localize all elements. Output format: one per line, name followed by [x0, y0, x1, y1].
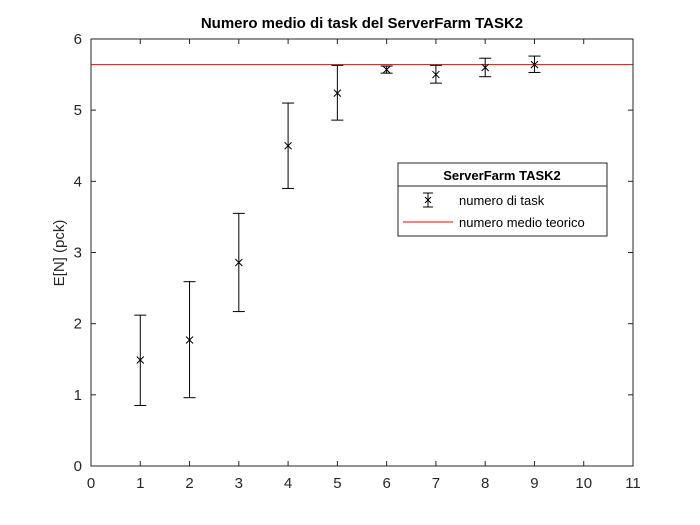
x-tick-label: 10 — [575, 475, 592, 492]
data-point — [232, 212, 245, 313]
data-point — [134, 314, 147, 407]
y-tick-labels: 0 1 2 3 4 5 6 — [74, 31, 82, 475]
x-tick-label: 4 — [284, 475, 292, 492]
data-point — [331, 64, 344, 121]
data-point — [282, 102, 295, 189]
data-point — [479, 57, 492, 78]
legend-box — [397, 162, 608, 237]
legend-entry-numero-medio-teorico: numero medio teorico — [459, 215, 585, 230]
x-tick-label: 8 — [481, 475, 489, 492]
data-point — [380, 65, 393, 74]
x-marker — [333, 89, 342, 97]
x-marker — [382, 65, 391, 74]
x-marker — [530, 60, 539, 69]
legend-entry-numero-di-task: numero di task — [459, 193, 545, 208]
y-axis-label: E[N] (pck) — [51, 220, 68, 287]
x-marker — [234, 258, 243, 267]
x-tick-label: 11 — [625, 475, 641, 492]
x-tick-label: 7 — [432, 475, 440, 492]
legend-title: ServerFarm TASK2 — [443, 168, 561, 183]
x-tick-label: 2 — [185, 475, 193, 492]
x-tick-label: 0 — [87, 475, 95, 492]
chart-title: Numero medio di task del ServerFarm TASK… — [201, 15, 523, 32]
x-marker — [432, 70, 440, 79]
x-tick-label: 5 — [333, 475, 341, 492]
y-tick-label: 6 — [74, 31, 82, 48]
legend: ServerFarm TASK2 numero di task numero m… — [397, 162, 608, 237]
y-tick-label: 0 — [74, 458, 82, 475]
x-tick-label: 3 — [235, 475, 243, 492]
tick-layer — [90, 38, 634, 467]
x-marker — [481, 63, 490, 72]
x-tick-labels: 0 1 2 3 4 5 6 7 8 9 10 11 — [87, 475, 641, 492]
x-marker — [136, 356, 145, 364]
y-tick-label: 4 — [74, 173, 82, 190]
x-tick-label: 9 — [530, 475, 538, 492]
y-tick-label: 2 — [74, 316, 82, 333]
x-tick-label: 6 — [382, 475, 390, 492]
data-point — [429, 64, 442, 84]
data-point — [183, 281, 196, 399]
x-marker — [284, 141, 292, 150]
y-tick-label: 5 — [74, 102, 82, 119]
y-tick-label: 1 — [74, 387, 82, 404]
y-tick-label: 3 — [74, 245, 82, 262]
plot-area — [91, 39, 633, 466]
legend-errorbar-swatch — [423, 192, 433, 208]
x-tick-label: 1 — [136, 475, 144, 492]
data-point — [528, 55, 541, 73]
errorbar-layer — [134, 55, 541, 407]
x-marker — [185, 336, 194, 344]
